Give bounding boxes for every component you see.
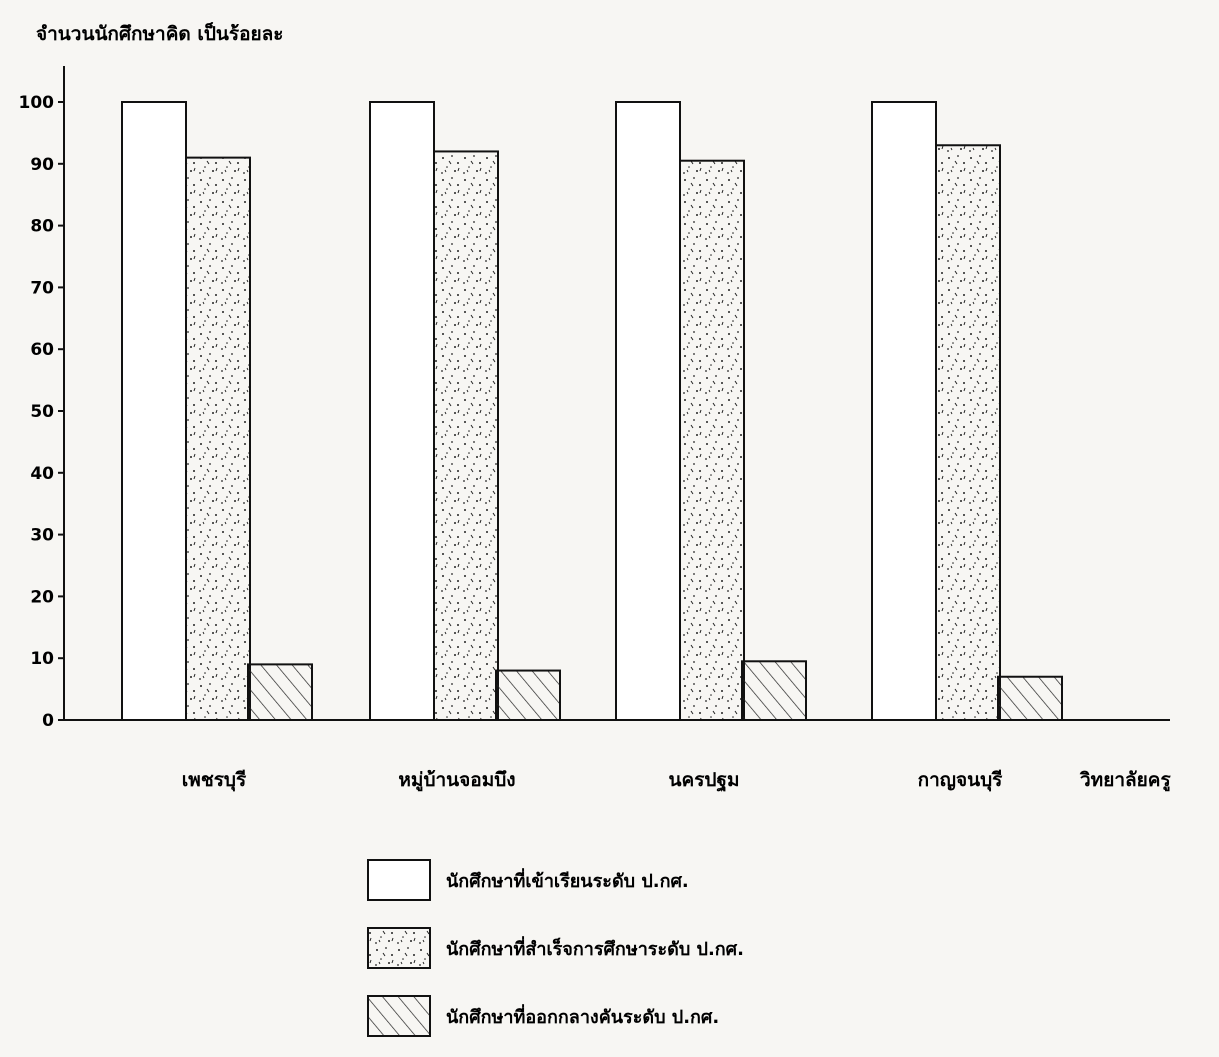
bar-2-3 — [679, 159, 745, 721]
legend-label-2: นักศึกษาที่สำเร็จการศึกษาระดับ ป.กศ. — [446, 936, 744, 960]
x-category-label: กาญจนบุรี — [918, 769, 1004, 792]
y-tick-label: 100 — [19, 93, 55, 113]
legend-label-1: นักศึกษาที่เข้าเรียนระดับ ป.กศ. — [446, 868, 689, 892]
bar-2-4 — [935, 144, 1001, 721]
bar-1-3 — [615, 101, 681, 721]
bar-1-1 — [121, 101, 187, 721]
legend-swatch-2 — [367, 927, 431, 969]
x-axis-title: วิทยาลัยครู — [1080, 769, 1172, 792]
x-category-label: นครปฐม — [669, 769, 740, 793]
legend-swatch-1 — [367, 859, 431, 901]
x-category-label: หมู่บ้านจอมบึง — [398, 769, 515, 792]
y-tick-label: 90 — [30, 155, 54, 175]
legend-label-3: นักศึกษาที่ออกกลางคันระดับ ป.กศ. — [446, 1004, 719, 1028]
y-tick-label: 20 — [30, 587, 54, 607]
y-tick-label: 30 — [30, 526, 54, 546]
x-category-label: เพชรบุรี — [182, 769, 247, 792]
bar-3-3 — [741, 660, 807, 721]
bar-3-1 — [247, 663, 313, 722]
bar-3-4 — [997, 675, 1063, 721]
bar-2-2 — [433, 150, 499, 721]
legend-swatch-3 — [367, 995, 431, 1037]
y-tick-label: 40 — [30, 464, 54, 484]
y-tick-label: 0 — [42, 711, 54, 731]
y-tick-label: 70 — [30, 278, 54, 298]
y-tick-label: 80 — [30, 217, 54, 237]
bar-1-4 — [871, 101, 937, 721]
y-axis-title: จำนวนนักศึกษาคิด เป็นร้อยละ — [36, 21, 284, 45]
y-tick-label: 10 — [30, 649, 54, 669]
bar-3-2 — [495, 669, 561, 721]
y-tick-label: 50 — [30, 402, 54, 422]
bar-2-1 — [185, 156, 251, 721]
y-tick-label: 60 — [30, 340, 54, 360]
bar-1-2 — [369, 101, 435, 721]
